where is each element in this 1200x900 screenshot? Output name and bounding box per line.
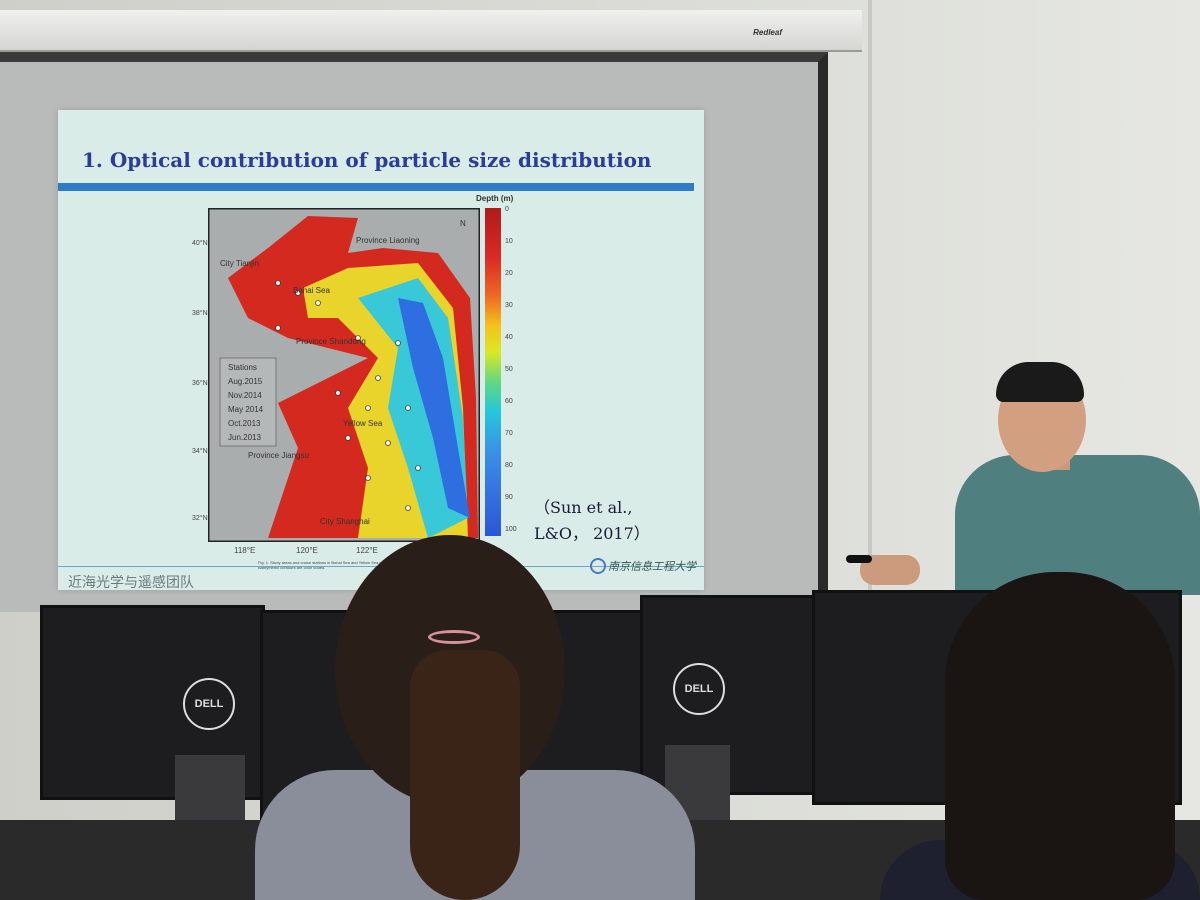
citation-line: （Sun et al.,	[534, 498, 633, 517]
y-tick: 36°N	[192, 380, 208, 387]
x-tick: 120°E	[296, 546, 318, 555]
projector-brand: Redleaf	[753, 28, 782, 37]
colorbar-tick: 100	[505, 526, 517, 533]
colorbar-title: Depth (m)	[476, 194, 514, 203]
depth-map: City Tianjin Province Liaoning Bohai Sea…	[208, 208, 480, 542]
slide: 1. Optical contribution of particle size…	[58, 110, 704, 590]
map-legend: Stations Aug.2015 Nov.2014 May 2014 Oct.…	[219, 357, 277, 447]
label-tianjin: City Tianjin	[220, 259, 259, 268]
colorbar-tick: 0	[505, 206, 509, 213]
projector-screen-case: Redleaf	[0, 10, 862, 52]
colorbar-tick: 30	[505, 302, 513, 309]
team-name: 近海光学与遥感团队	[68, 574, 194, 590]
student-ponytail	[410, 650, 520, 900]
label-liaoning: Province Liaoning	[356, 236, 420, 245]
label-jiangsu: Province Jiangsu	[248, 451, 309, 460]
dell-logo: DELL	[183, 678, 235, 730]
y-tick: 40°N	[192, 240, 208, 247]
label-shanghai: City Shanghai	[320, 517, 370, 526]
north-arrow: N	[460, 219, 466, 228]
y-tick: 38°N	[192, 310, 208, 317]
y-tick: 32°N	[192, 515, 208, 522]
clicker-remote	[846, 555, 872, 563]
y-tick: 34°N	[192, 448, 208, 455]
student-head	[945, 572, 1175, 900]
figure-caption: Fig. 1. Study areas and cruise stations …	[258, 560, 477, 570]
label-yellow-sea: Yellow Sea	[343, 419, 383, 428]
legend-item: May 2014	[228, 405, 264, 414]
colorbar-tick: 10	[505, 238, 513, 245]
presenter-shirt	[955, 455, 1200, 595]
map-deepest-water	[398, 298, 470, 518]
university-name: 南京信息工程大学	[608, 561, 696, 573]
colorbar-tick: 20	[505, 270, 513, 277]
legend-item: Jun.2013	[228, 433, 261, 442]
colorbar-tick: 40	[505, 334, 513, 341]
title-underline	[58, 183, 694, 191]
colorbar-tick: 60	[505, 398, 513, 405]
colorbar-tick: 50	[505, 366, 513, 373]
presenter-hair	[996, 362, 1084, 402]
label-bohai: Bohai Sea	[293, 286, 330, 295]
station-markers	[275, 280, 421, 511]
colorbar-tick: 90	[505, 494, 513, 501]
wall-pipe	[868, 0, 872, 600]
dell-logo: DELL	[673, 663, 725, 715]
legend-item: Aug.2015	[228, 377, 263, 386]
hair-tie	[428, 630, 480, 644]
x-tick: 122°E	[356, 546, 378, 555]
citation: （Sun et al., L&O， 2017）	[534, 495, 650, 547]
slide-title: 1. Optical contribution of particle size…	[82, 148, 652, 172]
depth-colorbar	[485, 208, 501, 536]
legend-item: Oct.2013	[228, 419, 261, 428]
label-shandong: Province Shandong	[296, 337, 366, 346]
legend-title: Stations	[228, 363, 257, 372]
university-logo	[590, 558, 606, 574]
citation-line: L&O， 2017）	[534, 524, 650, 543]
colorbar-tick: 70	[505, 430, 513, 437]
colorbar-tick: 80	[505, 462, 513, 469]
x-tick: 118°E	[234, 546, 256, 555]
legend-item: Nov.2014	[228, 391, 262, 400]
